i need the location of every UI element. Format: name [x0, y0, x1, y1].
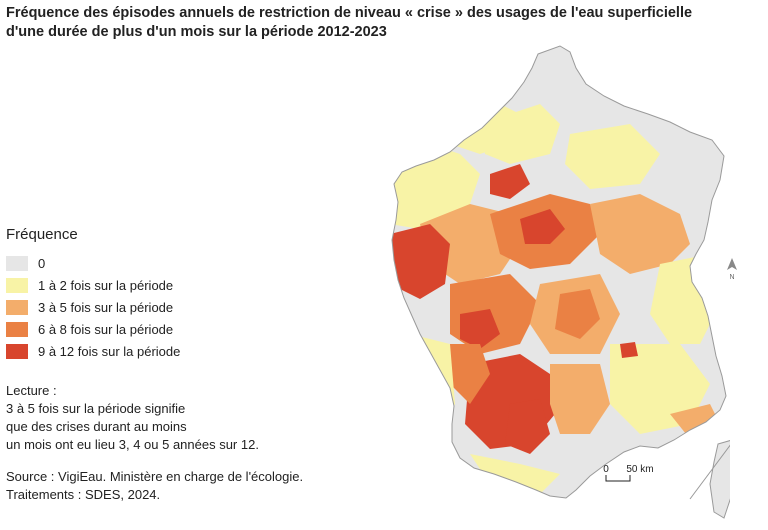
north-arrow-icon: N	[727, 258, 737, 281]
legend-swatch-9-12	[6, 343, 28, 359]
region-occitanie-orange	[550, 364, 610, 434]
reading-note: Lecture : 3 à 5 fois sur la période sign…	[6, 382, 346, 504]
region-massif-red	[555, 289, 600, 339]
legend-item-1-2: 1 à 2 fois sur la période	[6, 274, 226, 296]
legend-label-9-12: 9 à 12 fois sur la période	[38, 343, 181, 359]
corsica	[709, 440, 730, 519]
reading-line-3: un mois ont eu lieu 3, 4 ou 5 années sur…	[6, 437, 259, 452]
north-label: N	[729, 274, 734, 280]
region-paris-yellow	[480, 104, 560, 164]
france-map	[391, 45, 730, 519]
legend-label-6-8: 6 à 8 fois sur la période	[38, 321, 174, 337]
region-rhone-red	[620, 342, 638, 358]
title-line-1: Fréquence des épisodes annuels de restri…	[6, 5, 693, 21]
region-paris-red	[490, 164, 530, 199]
region-limousin-red	[460, 309, 500, 349]
map-regions	[392, 46, 726, 498]
map-title: Fréquence des épisodes annuels de restri…	[6, 4, 756, 42]
legend-item-0: 0	[6, 252, 226, 274]
reading-label: Lecture :	[6, 383, 57, 398]
france-outline	[391, 45, 727, 499]
region-burgundy-orange	[590, 194, 690, 274]
legend-label-0: 0	[38, 255, 46, 271]
legend-swatch-3-5	[6, 299, 28, 315]
title-line-2: d'une durée de plus d'un mois sur la pér…	[6, 24, 387, 40]
region-centre-red	[520, 209, 565, 244]
scale-distance: 50 km	[626, 464, 653, 475]
legend-swatch-1-2	[6, 277, 28, 293]
legend-label-1-2: 1 à 2 fois sur la période	[38, 277, 174, 293]
source-line-2: Traitements : SDES, 2024.	[6, 487, 161, 502]
legend-item-3-5: 3 à 5 fois sur la période	[6, 296, 226, 318]
source-line-1: Source : VigiEau. Ministère en charge de…	[6, 469, 304, 484]
region-southwest-orange	[450, 344, 490, 404]
scale-bar-graphic: 0 50 km	[603, 464, 654, 482]
scale-zero: 0	[603, 464, 609, 475]
reading-line-1: 3 à 5 fois sur la période signifie	[6, 401, 186, 416]
legend-title: Fréquence	[6, 226, 78, 243]
legend-item-6-8: 6 à 8 fois sur la période	[6, 318, 226, 340]
region-occitanie-red	[505, 399, 550, 454]
scale-bar: 0 50 km	[600, 463, 670, 492]
legend-swatch-0	[6, 255, 28, 271]
legend-label-3-5: 3 à 5 fois sur la période	[38, 299, 174, 315]
reading-line-2: que des crises durant au moins	[6, 419, 187, 434]
north-arrow: N	[722, 258, 742, 285]
region-champagne-yellow	[565, 124, 660, 189]
legend: Fréquence 0 1 à 2 fois sur la période 3 …	[6, 226, 226, 362]
legend-item-9-12: 9 à 12 fois sur la période	[6, 340, 226, 362]
legend-swatch-6-8	[6, 321, 28, 337]
corsica-inset-line	[689, 444, 730, 500]
region-vendee-red	[392, 224, 450, 299]
